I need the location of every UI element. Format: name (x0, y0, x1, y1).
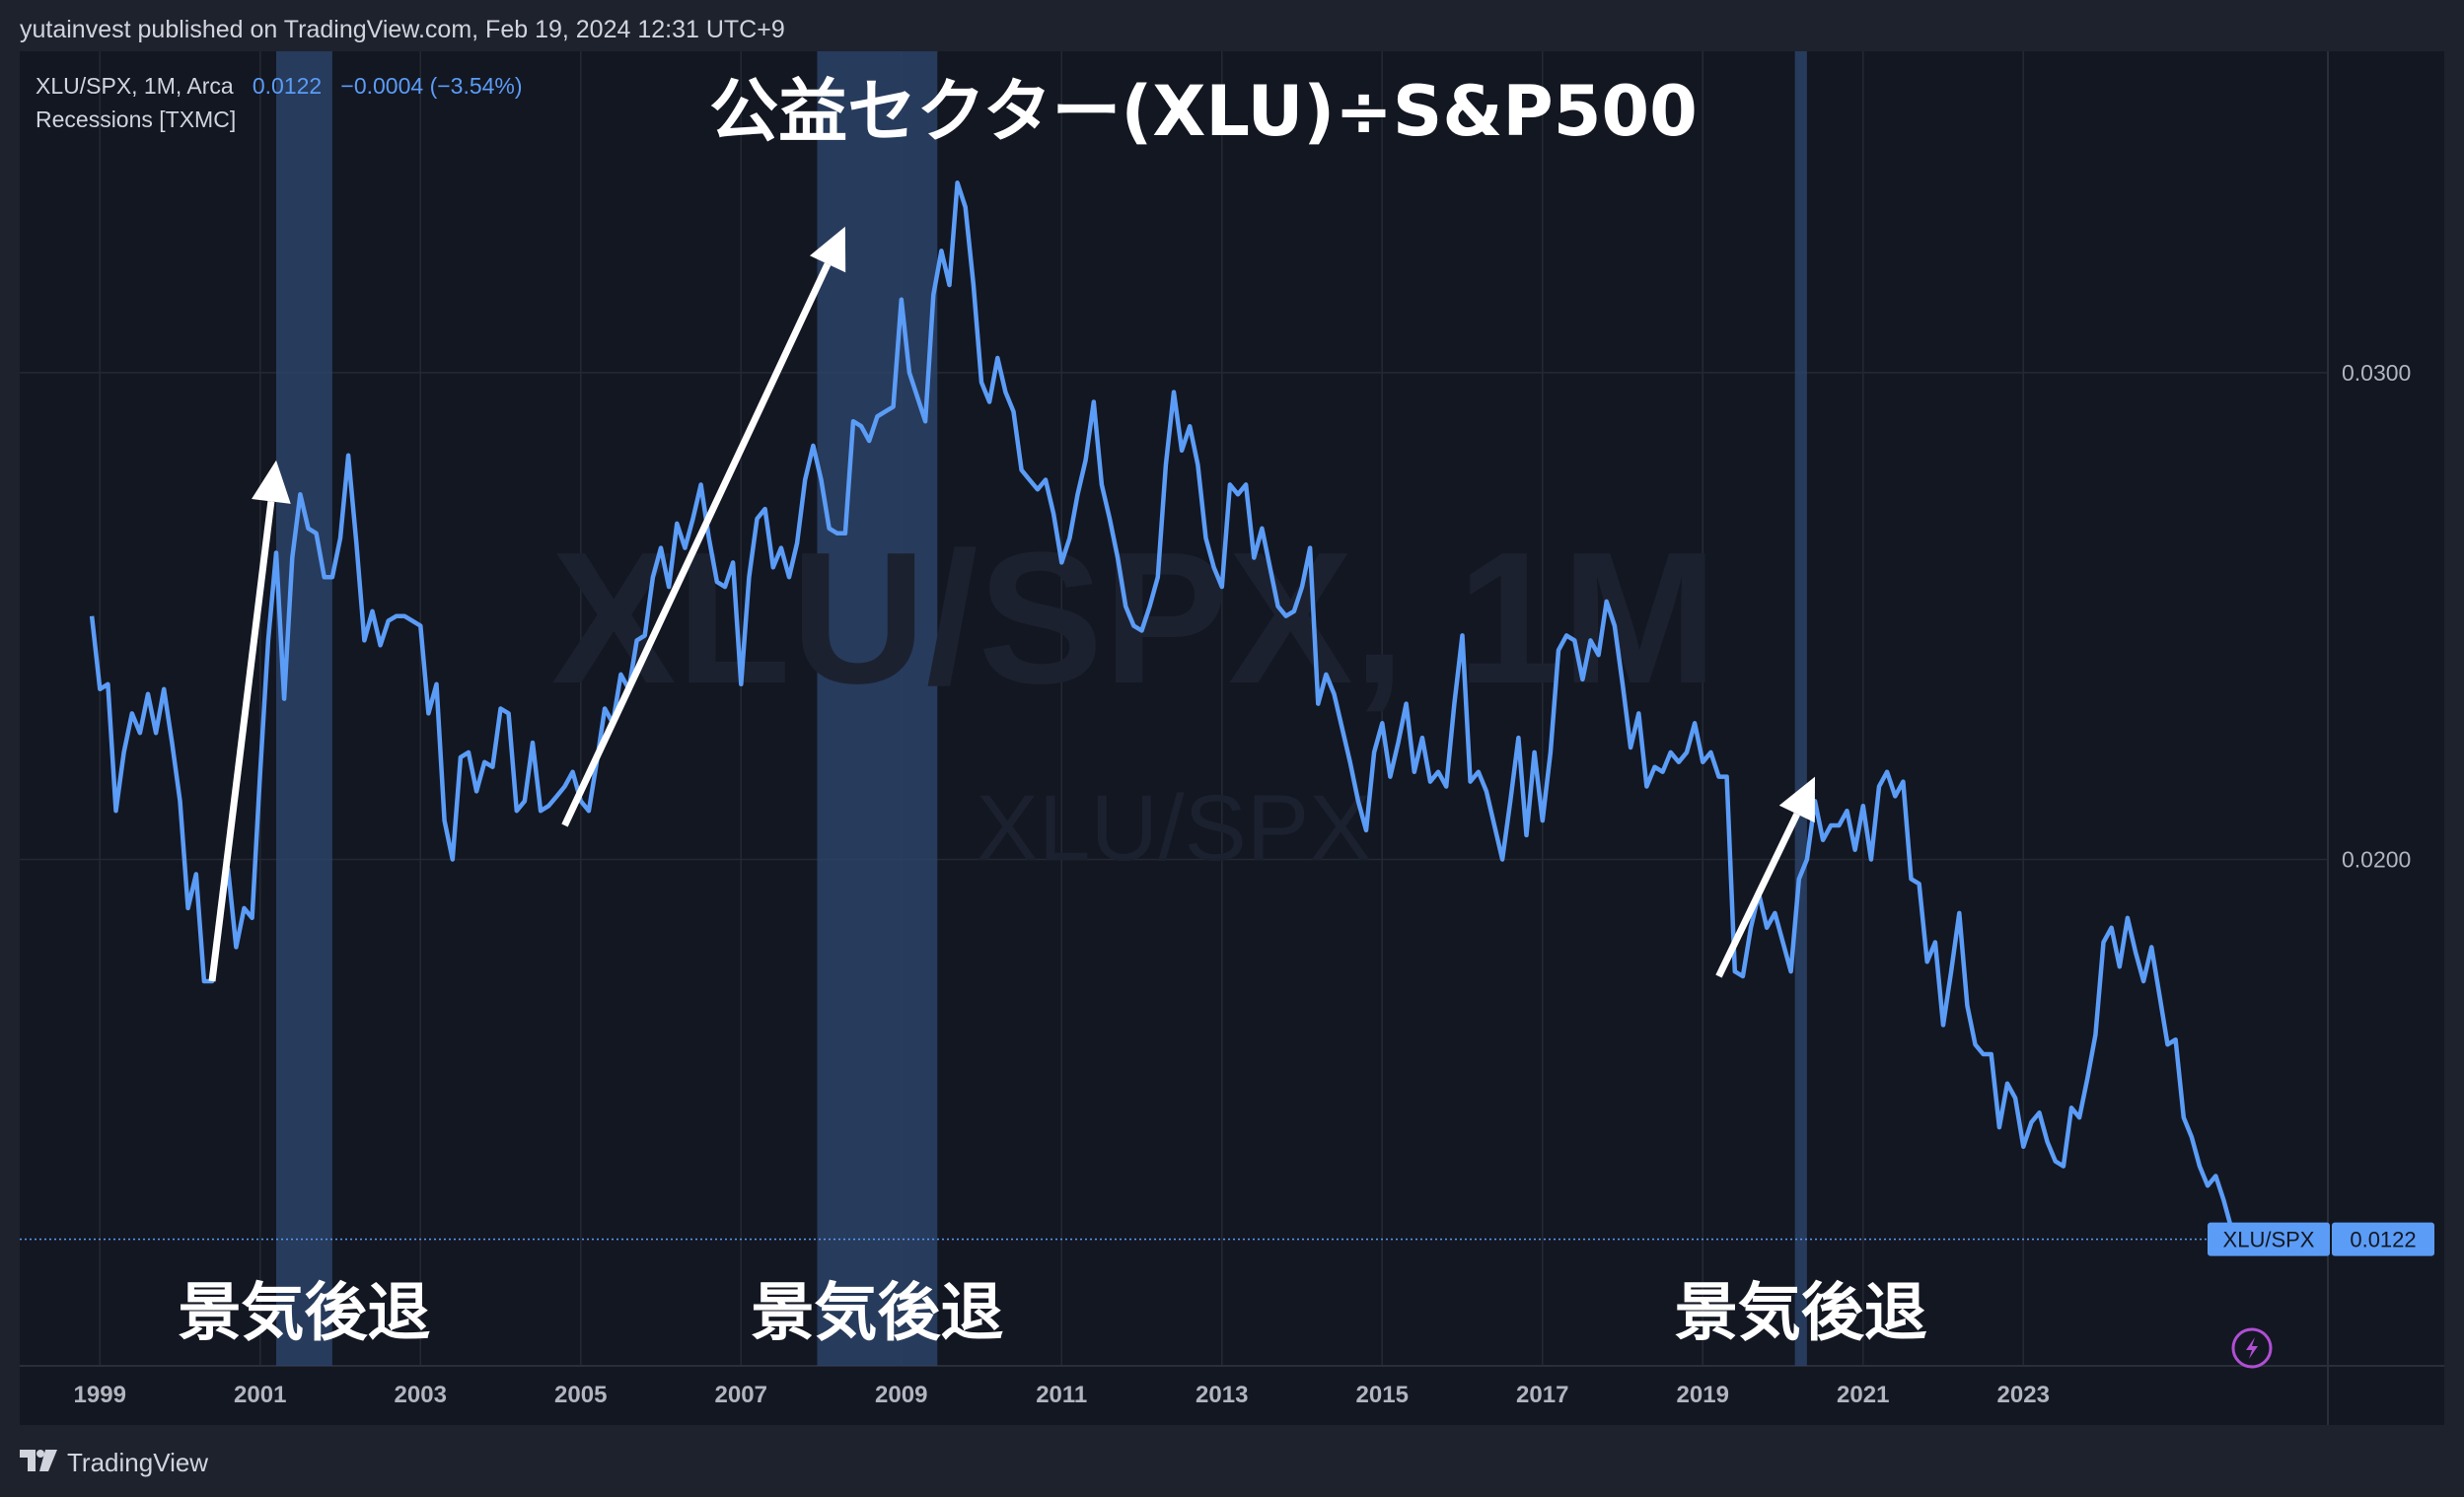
x-tick-label: 2009 (875, 1382, 927, 1408)
recession-labels: 景気後退 景気後退 景気後退 (178, 1277, 1926, 1350)
chart-area[interactable]: XLU/SPX, 1M XLU/SPX 1999 2001 2003 2005 2007… (20, 51, 2444, 1425)
annotation-arrows (208, 226, 1815, 982)
x-tick-label: 2021 (1837, 1382, 1889, 1408)
x-tick-label: 2019 (1677, 1382, 1729, 1408)
recession-label: 景気後退 (178, 1277, 430, 1350)
x-tick-label: 2001 (234, 1382, 286, 1408)
lightning-icon[interactable] (2231, 1327, 2273, 1369)
legend-change: −0.0004 (340, 73, 424, 99)
x-tick-label: 1999 (74, 1382, 126, 1408)
watermark-text: XLU/SPX, 1M (551, 514, 1718, 723)
watermark-subtext: XLU/SPX (976, 776, 1371, 881)
recession-band (276, 51, 332, 1366)
annotation-arrow-head (1778, 776, 1815, 823)
x-tick-label: 2023 (1997, 1382, 2050, 1408)
recession-label: 景気後退 (1675, 1277, 1927, 1350)
legend-indicator[interactable]: Recessions [TXMC] (36, 107, 237, 132)
chart-title: 公益セクター(XLU)÷S&P500 (709, 71, 1698, 152)
watermark: XLU/SPX, 1M XLU/SPX (551, 514, 1718, 881)
recession-label: 景気後退 (751, 1277, 1003, 1350)
last-series-label: XLU/SPX (2223, 1228, 2315, 1252)
grid-lines (20, 51, 2444, 1425)
recession-band (817, 51, 938, 1366)
annotation-arrow-head (252, 460, 291, 504)
last-series-label-bg (2208, 1222, 2330, 1256)
x-tick-label: 2015 (1356, 1382, 1409, 1408)
last-value-label-bg (2332, 1222, 2434, 1256)
x-tick-label: 2007 (715, 1382, 767, 1408)
x-tick-label: 2005 (554, 1382, 607, 1408)
series-line-xlu-spx[interactable] (89, 180, 2242, 1242)
legend-symbol-row[interactable]: XLU/SPX, 1M, Arca 0.0122 −0.0004 (−3.54%… (36, 69, 523, 103)
legend-last-value: 0.0122 (252, 73, 323, 99)
x-tick-label: 2017 (1516, 1382, 1568, 1408)
tradingview-logo-icon[interactable] (20, 1448, 57, 1478)
annotation-arrow-head (809, 226, 846, 273)
legend-symbol: XLU/SPX, 1M, Arca (36, 73, 234, 99)
x-axis: 1999 2001 2003 2005 2007 2009 2011 2013 2015 2017… (74, 1382, 2050, 1408)
y-tick-label: 0.0200 (2342, 847, 2411, 873)
footer-brand[interactable]: TradingView (67, 1448, 209, 1477)
recession-band (1794, 51, 1807, 1366)
recession-bands (276, 51, 1807, 1366)
x-tick-label: 2013 (1196, 1382, 1248, 1408)
x-tick-label: 2003 (395, 1382, 447, 1408)
last-value-labels: XLU/SPX 0.0122 (2208, 1222, 2434, 1256)
footer: TradingView (20, 1448, 208, 1478)
legend-change-pct: (−3.54%) (429, 73, 523, 99)
y-axis: 0.0300 0.0200 (2342, 360, 2411, 873)
annotation-arrow-shaft (1715, 812, 1800, 978)
annotation-arrow-shaft (561, 262, 832, 827)
publish-info: yutainvest published on TradingView.com,… (20, 16, 785, 43)
series-line-group (89, 180, 2242, 1242)
annotation-arrow-shaft (208, 500, 275, 982)
last-value-label: 0.0122 (2350, 1228, 2416, 1252)
chart-svg[interactable]: XLU/SPX, 1M XLU/SPX 1999 2001 2003 2005 2007… (20, 51, 2444, 1425)
y-tick-label: 0.0300 (2342, 360, 2411, 386)
legend: XLU/SPX, 1M, Arca 0.0122 −0.0004 (−3.54%… (36, 69, 523, 136)
x-tick-label: 2011 (1036, 1382, 1087, 1408)
